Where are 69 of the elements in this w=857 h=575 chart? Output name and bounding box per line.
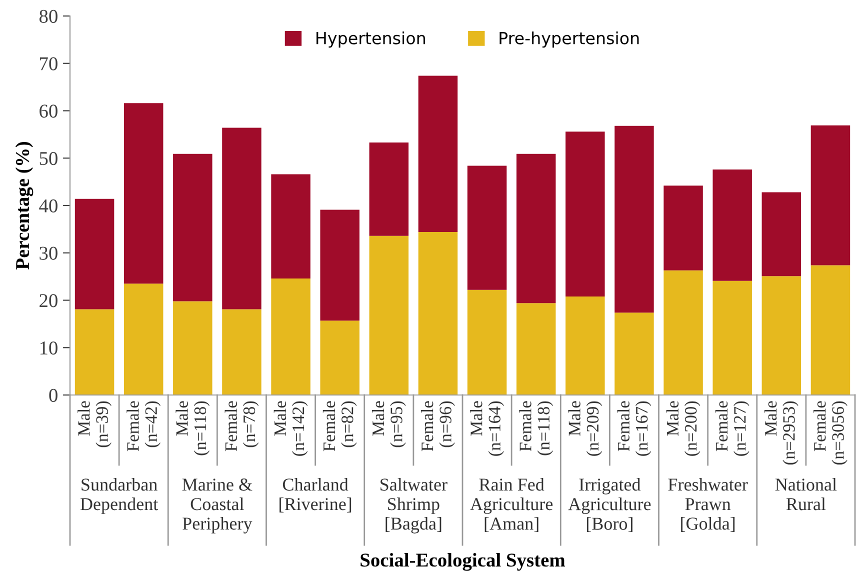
bar [320,210,360,321]
bar [124,284,164,395]
x-tick-label: Female (n=96) [421,401,455,452]
bar [222,128,262,310]
bar [320,320,360,395]
x-axis-title: Social-Ecological System [360,553,566,571]
x-tick-label: Male (n=164) [470,401,504,456]
x-tick-label: Female (n=3056) [814,401,848,465]
bar [516,154,556,304]
bar [762,192,802,276]
x-tick-label: Female (n=78) [224,401,259,452]
x-tick-label: Female (n=167) [617,401,652,456]
y-axis-title: Percentage (%) [15,142,34,270]
y-tick-label: 20 [40,294,58,308]
text: National Rural [775,478,837,510]
y-tick-label: 0 [49,388,58,402]
x-tick-label: Male (n=2953) [764,401,798,465]
bar [222,309,262,395]
text: Freshwater Prawn [Golda] [668,478,748,532]
bar [418,232,458,395]
bar [418,76,458,232]
bar [369,142,409,236]
text: Saltwater Shrimp [Bagda] [380,478,448,534]
x-tick-label: Male (n=209) [568,401,602,456]
bar [516,303,556,395]
text: Irrigated Agriculture [Boro] [568,478,651,532]
bar [173,301,212,395]
text: Marine & Coastal Periphery [182,478,252,534]
legend-label: Pre-hypertension [500,32,639,48]
x-tick-label: Male (n=200) [666,401,700,456]
legend-label: Hypertension [316,32,425,48]
bar [712,169,752,281]
bar [271,174,310,278]
y-tick-label: 40 [39,199,58,212]
x-tick-label: Female (n=118) [519,401,554,456]
y-tick-label: 60 [40,104,58,118]
x-tick-label: Female (n=82) [322,401,357,452]
x-tick-label: Male (n=142) [274,401,308,456]
x-tick-label: Female (n=127) [715,401,750,456]
bar [810,125,850,266]
x-tick-label: Male (n=95) [372,401,406,448]
bar [566,132,605,296]
y-tick-label: 80 [39,10,58,23]
bar [124,103,164,284]
bar [614,312,654,395]
x-tick-label: Male (n=118) [176,401,210,456]
text: Sundarban Dependent [80,478,158,514]
bar [467,166,507,290]
bar [762,276,802,395]
bar [74,198,114,310]
y-tick-label: 30 [40,246,58,260]
y-tick-label: 10 [40,341,58,355]
bar [664,186,703,270]
text: Charland [Riverine] [280,478,352,512]
bar [712,280,752,395]
bar [74,309,114,395]
bar [810,265,850,395]
bar [467,290,507,395]
x-tick-label: Male (n=39) [78,401,112,448]
bar [271,278,310,395]
bar [566,296,605,395]
x-tick-label: Female (n=42) [126,401,161,452]
y-tick-label: 50 [40,152,58,166]
bar [614,126,654,313]
bar [664,270,703,395]
bar [369,236,409,395]
y-tick-label: 70 [40,57,58,70]
bar [173,154,212,302]
text: Rain Fed Agriculture [Aman] [470,478,553,532]
